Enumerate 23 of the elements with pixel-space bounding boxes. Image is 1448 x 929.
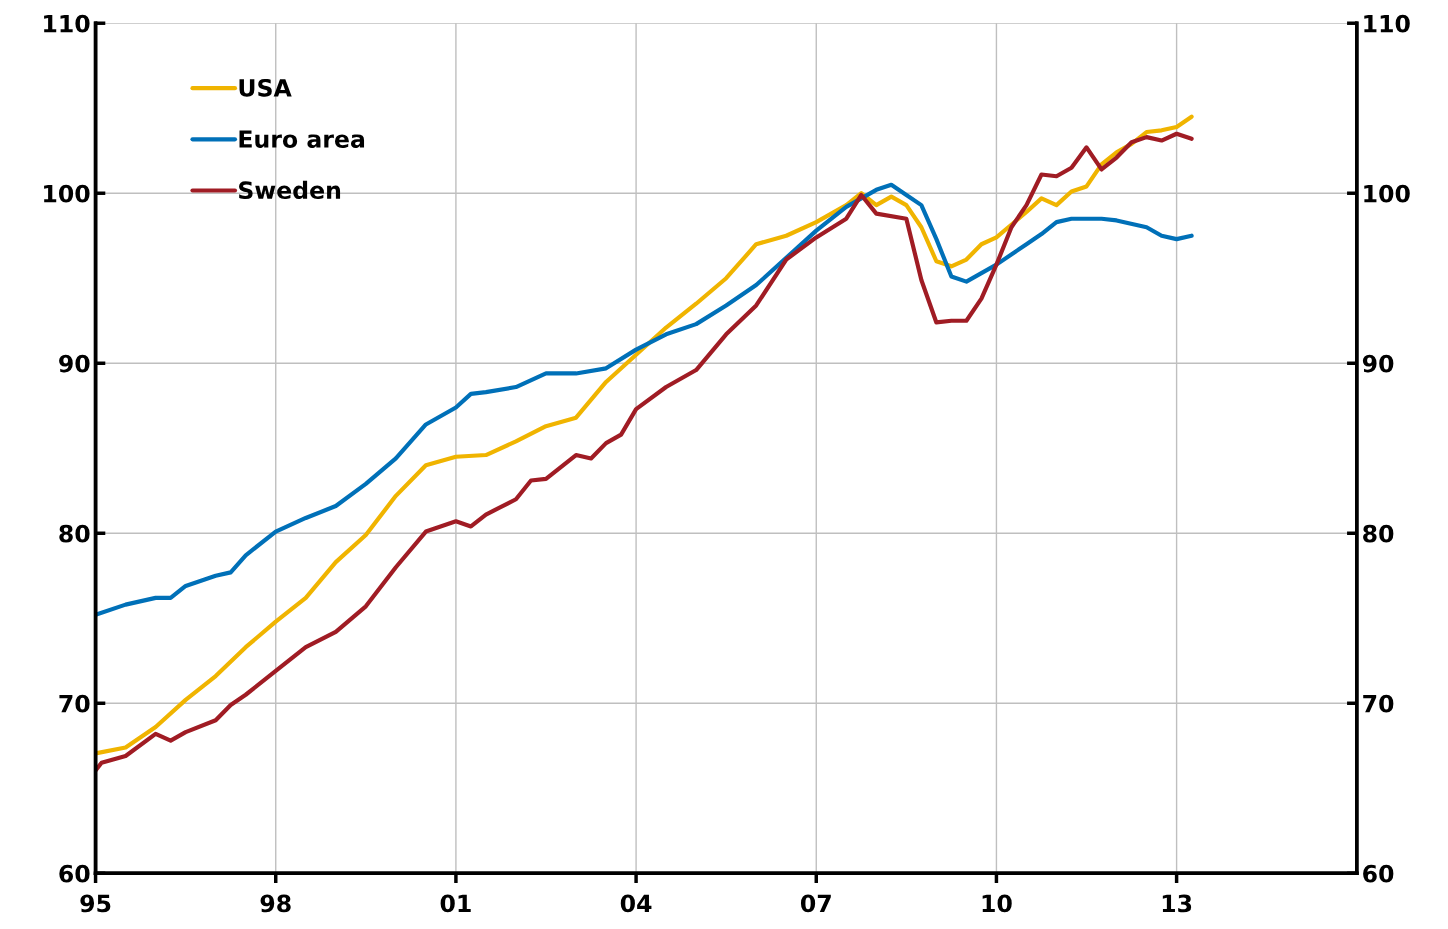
y-tick-label: 60 — [59, 864, 90, 883]
y-tick-label: 70 — [59, 694, 90, 713]
x-tick-label: 10 — [982, 894, 1012, 913]
x-tick-label: 13 — [1162, 894, 1192, 913]
x-tick-label: 04 — [620, 894, 652, 913]
x-tick-label: 01 — [440, 894, 471, 913]
y2-tick-label: 100 — [1364, 184, 1410, 203]
x-tick-label: 07 — [800, 894, 831, 913]
y2-tick-label: 70 — [1363, 694, 1394, 713]
legend-label: Sweden — [239, 180, 341, 200]
y-tick-label: 110 — [44, 14, 90, 33]
x-tick-label: 98 — [260, 894, 291, 913]
x-tick-label: 95 — [80, 894, 111, 913]
line-series — [95, 182, 1194, 617]
legend-label: USA — [239, 78, 292, 97]
legend-label: Euro area — [239, 130, 365, 148]
y2-tick-label: 60 — [1363, 864, 1394, 883]
y-tick-label: 80 — [59, 524, 90, 543]
y2-tick-label: 110 — [1364, 14, 1410, 33]
y-tick-label: 100 — [44, 184, 90, 203]
y2-tick-label: 90 — [1362, 354, 1394, 373]
y-tick-label: 90 — [59, 354, 90, 373]
y2-tick-label: 80 — [1363, 524, 1394, 543]
